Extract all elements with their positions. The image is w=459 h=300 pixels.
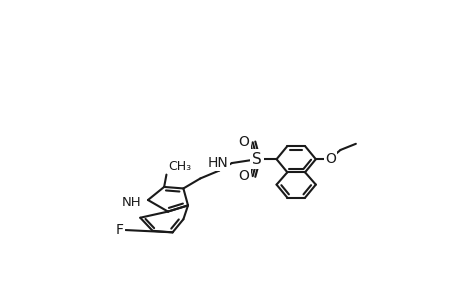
Text: F: F [116,223,124,237]
Text: O: O [238,135,249,149]
Text: O: O [325,152,335,166]
Text: HN: HN [207,156,228,170]
Text: NH: NH [122,196,141,209]
Text: S: S [252,152,262,167]
Text: CH₃: CH₃ [168,160,190,173]
Text: O: O [238,169,249,183]
